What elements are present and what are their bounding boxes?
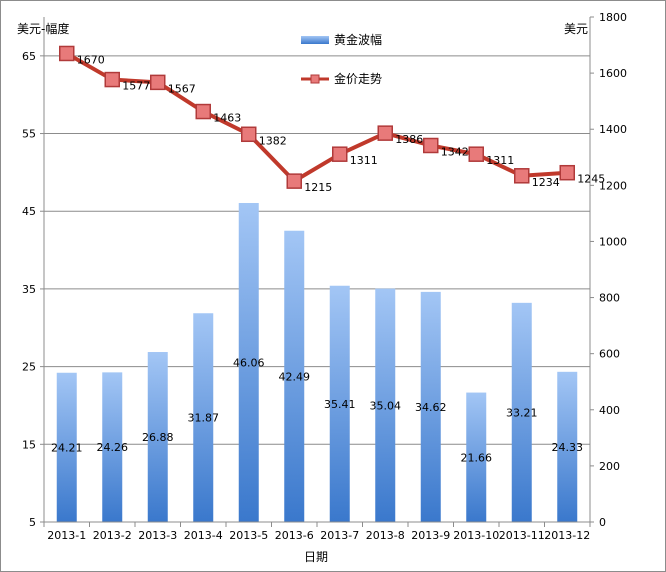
bar-value-label: 24.33 — [552, 441, 584, 454]
axes — [40, 16, 594, 527]
y-tick-label-right: 0 — [599, 516, 606, 529]
bar-value-label: 31.87 — [188, 412, 220, 425]
x-tick-label: 2013-5 — [229, 529, 268, 542]
y-axis-left-title: 美元-幅度 — [17, 21, 69, 36]
y-tick-label-left: 5 — [29, 516, 36, 529]
bar-value-label: 35.04 — [370, 399, 402, 412]
x-tick-label: 2013-3 — [138, 529, 177, 542]
x-tick-label: 2013-10 — [453, 529, 499, 542]
x-axis-title: 日期 — [304, 550, 328, 564]
x-tick-label: 2013-11 — [499, 529, 545, 542]
bar — [557, 371, 578, 522]
y-tick-label-right: 400 — [599, 404, 620, 417]
legend-line-marker — [310, 74, 320, 84]
bar-value-label: 26.88 — [142, 431, 174, 444]
tick-labels: 5152535455565020040060080010001200140016… — [22, 11, 627, 542]
line-data-labels: 1670 1577 1567 1463 1382 1215 1311 1386 1342 1311… — [77, 53, 606, 194]
line-point — [150, 74, 166, 91]
line-value-label: 1245 — [577, 173, 605, 186]
line-point — [514, 168, 530, 184]
bar-series — [56, 202, 578, 522]
bar — [284, 230, 305, 522]
line-point — [423, 137, 439, 154]
legend-bar-swatch — [301, 36, 329, 44]
y-tick-label-right: 1400 — [599, 123, 627, 136]
y-tick-label-right: 1600 — [599, 67, 627, 80]
bar-value-label: 24.21 — [51, 441, 83, 454]
bar-value-label: 34.62 — [415, 401, 447, 414]
bar — [329, 285, 350, 522]
legend-item-line: 金价走势 — [301, 71, 382, 86]
legend-item-bar: 黄金波幅 — [301, 32, 382, 47]
line-value-label: 1567 — [168, 82, 196, 95]
line-point — [332, 146, 348, 162]
x-tick-label: 2013-9 — [411, 529, 450, 542]
line-series — [59, 45, 575, 189]
x-tick-label: 2013-1 — [47, 529, 86, 542]
line-value-label: 1342 — [441, 145, 469, 158]
legend-bar-label: 黄金波幅 — [334, 32, 382, 47]
line-value-label: 1382 — [259, 134, 287, 147]
y-tick-label-left: 25 — [22, 361, 36, 374]
line-point — [241, 126, 257, 143]
bar — [238, 202, 259, 522]
x-tick-label: 2013-12 — [544, 529, 590, 542]
x-tick-label: 2013-8 — [366, 529, 405, 542]
bar — [420, 291, 441, 522]
bar — [466, 392, 487, 522]
bar-data-labels: 24.21 24.26 26.88 31.87 46.06 42.49 35.41 35.04… — [51, 356, 583, 464]
y-tick-label-right: 200 — [599, 460, 620, 473]
line-value-label: 1386 — [395, 133, 423, 146]
bar-value-label: 42.49 — [279, 370, 311, 383]
bar-value-label: 24.26 — [97, 441, 129, 454]
line-point — [104, 71, 120, 88]
line-value-label: 1670 — [77, 53, 105, 66]
line-value-label: 1234 — [532, 176, 560, 189]
gridlines — [44, 55, 590, 523]
line-point — [59, 45, 75, 62]
legend: 黄金波幅 金价走势 — [301, 32, 382, 86]
x-tick-label: 2013-2 — [93, 529, 132, 542]
line-point — [559, 164, 575, 181]
y-tick-label-right: 1000 — [599, 235, 627, 248]
bar — [375, 288, 396, 522]
y-tick-label-right: 800 — [599, 292, 620, 305]
line-point — [195, 103, 211, 120]
y-tick-label-left: 65 — [22, 50, 36, 63]
y-tick-label-left: 35 — [22, 283, 36, 296]
bar-value-label: 35.41 — [324, 398, 356, 411]
legend-line-label: 金价走势 — [334, 71, 382, 86]
x-tick-label: 2013-7 — [320, 529, 359, 542]
bar-value-label: 46.06 — [233, 356, 265, 369]
y-tick-label-right: 1800 — [599, 11, 627, 24]
y-tick-label-left: 55 — [22, 128, 36, 141]
bar — [193, 313, 214, 522]
y-tick-label-left: 45 — [22, 205, 36, 218]
y-tick-label-right: 600 — [599, 348, 620, 361]
x-tick-label: 2013-4 — [184, 529, 223, 542]
y-tick-label-right: 1200 — [599, 179, 627, 192]
line-value-label: 1215 — [304, 181, 332, 194]
line-value-label: 1577 — [122, 80, 150, 93]
y-axis-right-title: 美元 — [564, 22, 588, 36]
bar — [511, 302, 532, 522]
bar — [102, 372, 123, 522]
line-point — [286, 173, 302, 189]
bar-value-label: 33.21 — [506, 406, 538, 419]
y-tick-label-left: 15 — [22, 438, 36, 451]
line-point — [377, 125, 393, 141]
bar-value-label: 21.66 — [461, 451, 493, 464]
line-value-label: 1311 — [350, 154, 378, 167]
bar — [147, 352, 168, 522]
x-tick-label: 2013-6 — [275, 529, 314, 542]
line-value-label: 1311 — [486, 154, 514, 167]
line-value-label: 1463 — [213, 112, 241, 125]
line-point — [468, 146, 484, 162]
bar — [56, 372, 77, 522]
